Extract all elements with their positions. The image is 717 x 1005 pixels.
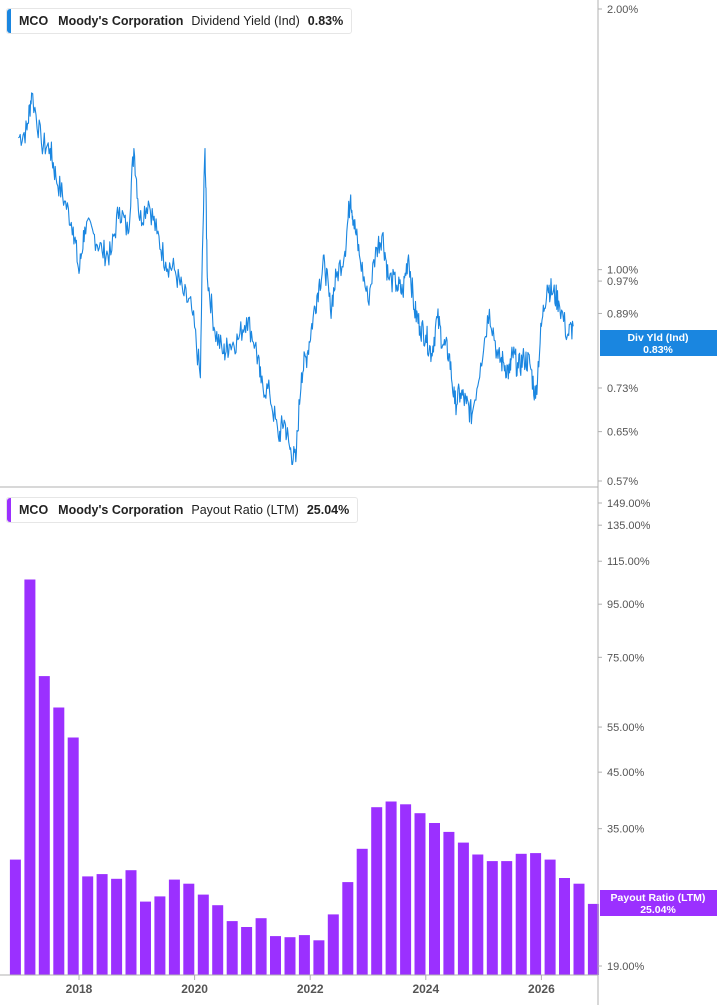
yield-tick-label: 0.97% xyxy=(607,276,638,288)
payout-bar xyxy=(501,861,513,975)
payout-bar xyxy=(125,870,137,975)
payout-tick-label: 45.00% xyxy=(607,767,645,779)
dividend-yield-plot xyxy=(18,92,574,466)
payout-bar xyxy=(573,883,585,975)
payout-bar xyxy=(313,940,325,975)
payout-bar xyxy=(472,854,484,975)
payout-bar xyxy=(9,859,21,975)
x-tick-label: 2024 xyxy=(412,982,439,996)
x-tick-label: 2022 xyxy=(297,982,324,996)
payout-bar xyxy=(457,842,469,975)
yield-badge-bg xyxy=(600,330,717,356)
payout-bar xyxy=(486,861,498,975)
payout-bar xyxy=(38,676,50,975)
payout-bar xyxy=(154,896,166,975)
payout-ratio-plot xyxy=(9,579,599,975)
x-tick-label: 2026 xyxy=(528,982,555,996)
top-legend-company: Moody's Corporation xyxy=(58,14,184,28)
payout-tick-label: 115.00% xyxy=(607,556,650,568)
payout-bar xyxy=(559,878,570,975)
yield-tick-label: 0.73% xyxy=(607,383,638,395)
payout-bar xyxy=(544,859,556,975)
bottom-legend-company: Moody's Corporation xyxy=(58,503,184,517)
payout-badge-bg xyxy=(600,890,717,916)
bottom-legend-metric: Payout Ratio (LTM) xyxy=(191,503,299,517)
top-legend-swatch xyxy=(7,9,11,33)
yield-badge-value: 0.83% xyxy=(643,344,673,356)
payout-bar xyxy=(515,853,527,975)
payout-bar xyxy=(111,878,123,975)
payout-badge-value: 25.04% xyxy=(640,904,676,916)
x-tick-label: 2018 xyxy=(66,982,93,996)
payout-bar xyxy=(371,807,383,975)
payout-bar xyxy=(327,914,339,975)
payout-bar xyxy=(67,737,79,975)
top-legend-ticker: MCO xyxy=(19,14,49,28)
bottom-legend: MCO Moody's Corporation Payout Ratio (LT… xyxy=(6,497,359,523)
payout-bar xyxy=(356,848,368,975)
payout-bar xyxy=(183,883,195,975)
yield-badge-label: Div Yld (Ind) xyxy=(627,332,688,344)
payout-tick-label: 135.00% xyxy=(607,520,651,532)
payout-bar xyxy=(429,823,440,975)
payout-bar xyxy=(168,879,180,975)
payout-bar xyxy=(298,935,310,975)
payout-bar xyxy=(140,901,151,975)
payout-bar xyxy=(284,937,296,975)
bottom-legend-value: 25.04% xyxy=(306,503,350,517)
top-legend-value: 0.83% xyxy=(307,14,344,28)
bottom-legend-ticker: MCO xyxy=(19,503,49,517)
payout-bar xyxy=(197,894,209,975)
payout-tick-label: 95.00% xyxy=(607,599,645,611)
payout-bar xyxy=(82,876,94,975)
x-tick-label: 2020 xyxy=(181,982,208,996)
payout-bar xyxy=(96,874,108,975)
yield-tick-label: 0.89% xyxy=(607,308,638,320)
payout-tick-label: 35.00% xyxy=(607,824,645,836)
dividend-yield-line xyxy=(18,92,574,466)
yield-tick-label: 0.57% xyxy=(607,476,638,488)
payout-bar xyxy=(400,804,412,975)
yield-tick-label: 1.00% xyxy=(607,265,638,277)
payout-bar xyxy=(270,936,281,975)
payout-bar xyxy=(443,831,455,975)
yield-tick-label: 0.65% xyxy=(607,427,638,439)
payout-tick-label: 75.00% xyxy=(607,652,645,664)
payout-tick-label: 55.00% xyxy=(607,722,645,734)
payout-bar xyxy=(587,903,599,975)
payout-bar xyxy=(24,579,36,975)
payout-bar xyxy=(342,882,354,975)
payout-bar xyxy=(212,905,224,975)
payout-bar xyxy=(241,927,253,975)
payout-tick-label: 149.00% xyxy=(607,498,651,510)
top-legend-metric: Dividend Yield (Ind) xyxy=(191,14,300,28)
payout-bar xyxy=(226,921,238,975)
bottom-legend-swatch xyxy=(7,498,11,522)
payout-bar xyxy=(255,918,267,975)
payout-bar xyxy=(53,707,65,975)
yield-tick-label: 2.00% xyxy=(607,4,638,16)
payout-bar xyxy=(530,853,542,975)
top-legend: MCO Moody's Corporation Dividend Yield (… xyxy=(6,8,353,34)
payout-badge-label: Payout Ratio (LTM) xyxy=(611,892,706,904)
payout-tick-label: 19.00% xyxy=(607,961,645,973)
payout-bar xyxy=(385,801,397,975)
payout-bar xyxy=(414,813,426,975)
